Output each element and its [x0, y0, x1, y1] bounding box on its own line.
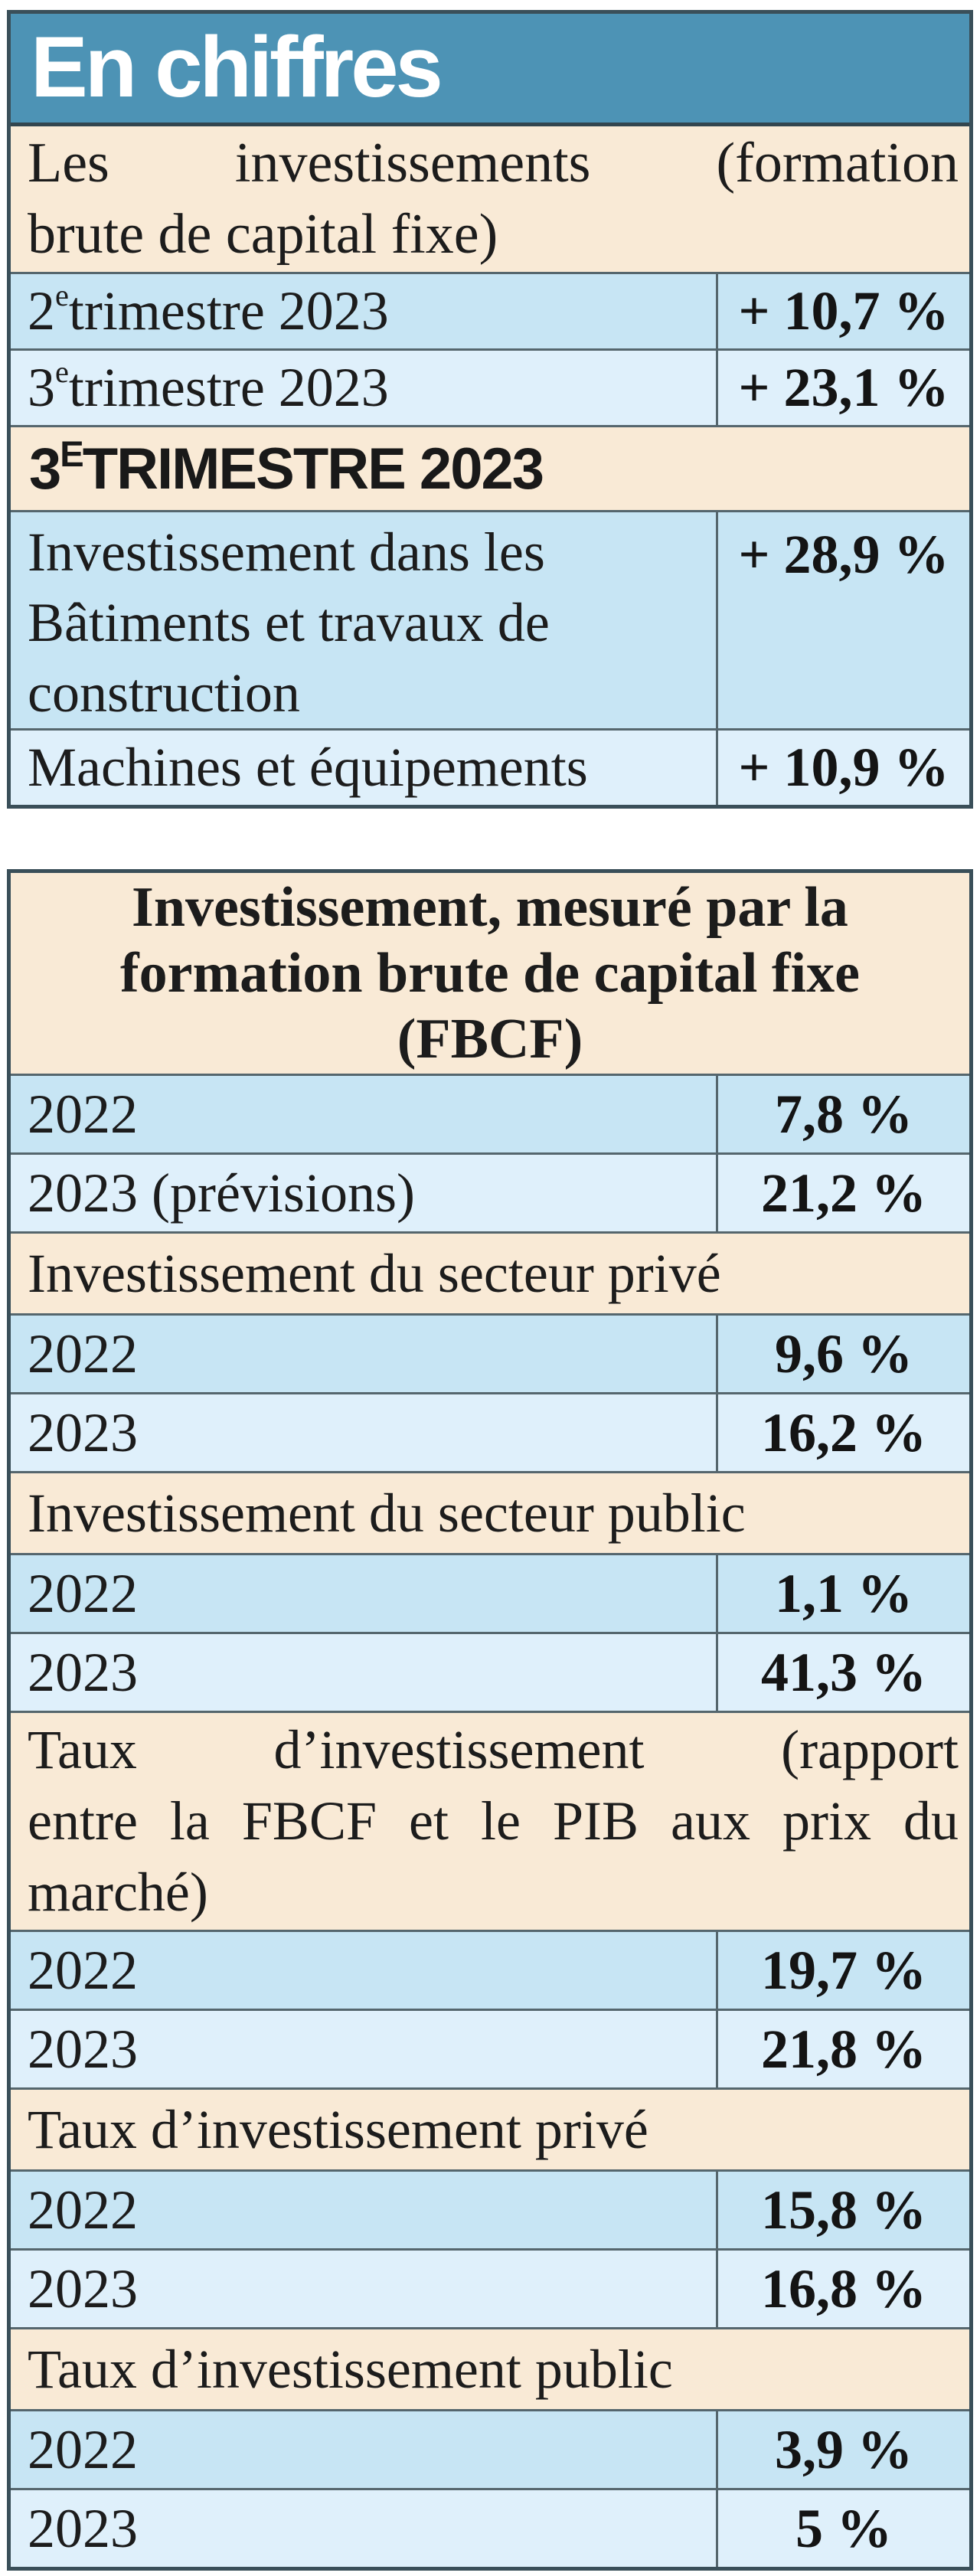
- table2-title-line-2: formation brute de capital fixe: [120, 942, 860, 1005]
- row-value: 16,8 %: [716, 2251, 969, 2327]
- table1-intro-band: Les investissements (formation brute de …: [11, 126, 969, 272]
- section-heading-secteur-prive: Investissement du secteur privé: [11, 1231, 969, 1313]
- row-value: 1,1 %: [716, 1555, 969, 1632]
- row-value: + 10,9 %: [716, 731, 969, 805]
- row-label: 2023: [28, 1641, 138, 1703]
- table-row-taux-public-2022: 2022 3,9 %: [11, 2409, 969, 2488]
- taux-line-3: marché): [28, 1862, 208, 1923]
- superscript: E: [60, 433, 83, 474]
- table-en-chiffres: En chiffres Les investissements (formati…: [7, 10, 973, 809]
- row-label: 2022: [28, 1939, 138, 2001]
- row-label: 2023 (prévisions): [28, 1162, 415, 1224]
- table-row-prive-2022: 2022 9,6 %: [11, 1313, 969, 1392]
- row-value: 41,3 %: [716, 1634, 969, 1711]
- table-row-taux-prive-2023: 2023 16,8 %: [11, 2248, 969, 2327]
- row-label: 2023: [28, 1401, 138, 1463]
- table-row-taux-2022: 2022 19,7 %: [11, 1930, 969, 2009]
- row-value: 9,6 %: [716, 1316, 969, 1392]
- section-heading-taux-prive: Taux d’investissement privé: [11, 2087, 969, 2169]
- row-label: 2022: [28, 2179, 138, 2241]
- row-label: 2022: [28, 1322, 138, 1384]
- row-value: 19,7 %: [716, 1932, 969, 2009]
- table-row-machines: Machines et équipements + 10,9 %: [11, 728, 969, 805]
- row-value: 16,2 %: [716, 1394, 969, 1471]
- row-label: 2023: [28, 2257, 138, 2319]
- section-heading-taux-investissement: Taux d’investissement (rapport entre la …: [11, 1711, 969, 1930]
- row-value: 21,2 %: [716, 1155, 969, 1231]
- row-value: + 23,1 %: [716, 351, 969, 425]
- row-label: 2022: [28, 2418, 138, 2480]
- table-row-taux-public-2023: 2023 5 %: [11, 2488, 969, 2567]
- row-value: 3,9 %: [716, 2411, 969, 2488]
- table2-title-band: Investissement, mesuré par la formation …: [11, 873, 969, 1074]
- row-value: 21,8 %: [716, 2011, 969, 2087]
- intro-line-1: Les investissements (formation: [28, 132, 959, 195]
- intro-line-2: brute de capital fixe): [28, 203, 498, 266]
- table-row-fbcf-2023: 2023 (prévisions) 21,2 %: [11, 1152, 969, 1231]
- row-label: 2022: [28, 1562, 138, 1624]
- table-row-public-2022: 2022 1,1 %: [11, 1553, 969, 1632]
- taux-line-1: Taux d’investissement (rapport: [28, 1719, 959, 1780]
- superscript: e: [55, 355, 69, 390]
- row-value: 15,8 %: [716, 2172, 969, 2248]
- table-row-batiments: Investissement dans les Bâtiments et tra…: [11, 510, 969, 728]
- row-value: 7,8 %: [716, 1076, 969, 1152]
- table-row-fbcf-2022: 2022 7,8 %: [11, 1074, 969, 1152]
- table-row-public-2023: 2023 41,3 %: [11, 1632, 969, 1711]
- row-label: Investissement dans les Bâtiments et tra…: [28, 521, 550, 724]
- row-label: 2022: [28, 1083, 138, 1145]
- table2-title-line-1: Investissement, mesuré par la: [132, 876, 848, 939]
- row-value: + 28,9 %: [716, 512, 969, 728]
- superscript: e: [55, 278, 69, 313]
- label-base: 2: [28, 280, 55, 342]
- table1-title: En chiffres: [31, 19, 443, 115]
- label-base: 3: [28, 357, 55, 418]
- table2-title-line-3: (FBCF): [397, 1008, 583, 1071]
- section-heading-taux-public: Taux d’investissement public: [11, 2327, 969, 2409]
- section-rest: TRIMESTRE 2023: [82, 436, 544, 502]
- table-row-taux-2023: 2023 21,8 %: [11, 2009, 969, 2087]
- label-rest: trimestre 2023: [68, 280, 389, 342]
- table-row-prive-2023: 2023 16,2 %: [11, 1392, 969, 1471]
- row-value: + 10,7 %: [716, 274, 969, 348]
- label-rest: trimestre 2023: [68, 357, 389, 418]
- row-label: 2023: [28, 2018, 138, 2080]
- table-fbcf: Investissement, mesuré par la formation …: [7, 869, 973, 2571]
- table1-title-band: En chiffres: [11, 14, 969, 126]
- row-label: Machines et équipements: [28, 737, 588, 798]
- section-base: 3: [29, 436, 61, 502]
- row-value: 5 %: [716, 2490, 969, 2567]
- taux-line-2: entre la FBCF et le PIB aux prix du: [28, 1790, 959, 1852]
- row-label: 2023: [28, 2497, 138, 2559]
- table-row-taux-prive-2022: 2022 15,8 %: [11, 2169, 969, 2248]
- section-heading-secteur-public: Investissement du secteur public: [11, 1471, 969, 1553]
